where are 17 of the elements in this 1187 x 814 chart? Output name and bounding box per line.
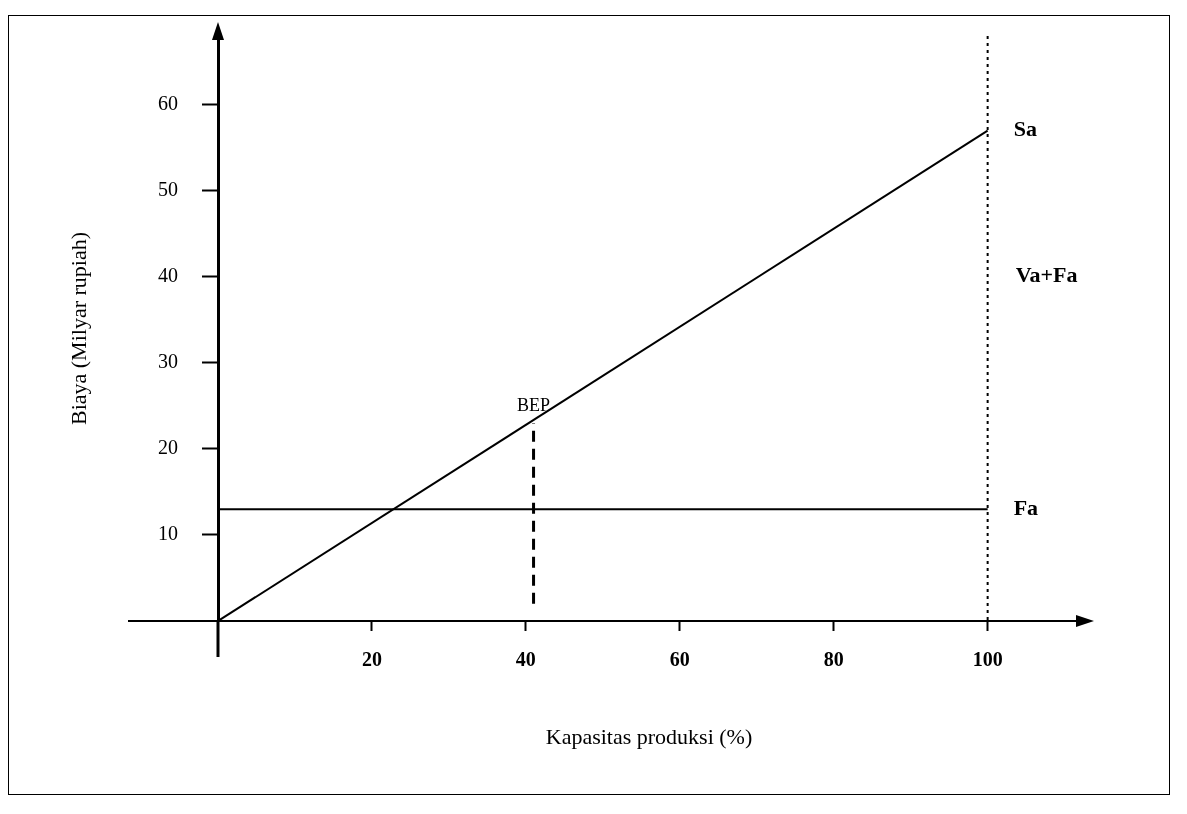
series-label: BEP bbox=[517, 394, 551, 415]
series-label: Fa bbox=[1013, 494, 1039, 520]
x-axis-title: Kapasitas produksi (%) bbox=[545, 723, 753, 749]
y-tick-label: 10 bbox=[158, 522, 178, 545]
x-tick-label: 60 bbox=[669, 648, 690, 671]
y-axis-title: Biaya (Milyar rupiah) bbox=[65, 231, 91, 426]
x-tick-label: 20 bbox=[361, 648, 382, 671]
y-tick-label: 30 bbox=[158, 350, 178, 373]
x-tick-label: 40 bbox=[515, 648, 536, 671]
x-tick-label: 80 bbox=[823, 648, 844, 671]
y-tick-label: 50 bbox=[158, 178, 178, 201]
y-tick-label: 20 bbox=[158, 436, 178, 459]
series-label: Sa bbox=[1013, 116, 1037, 142]
x-tick-label: 100 bbox=[972, 648, 1003, 671]
ref-line-label: Va+Fa bbox=[1015, 261, 1078, 287]
y-tick-label: 60 bbox=[158, 92, 178, 115]
y-tick-label: 40 bbox=[158, 264, 178, 287]
